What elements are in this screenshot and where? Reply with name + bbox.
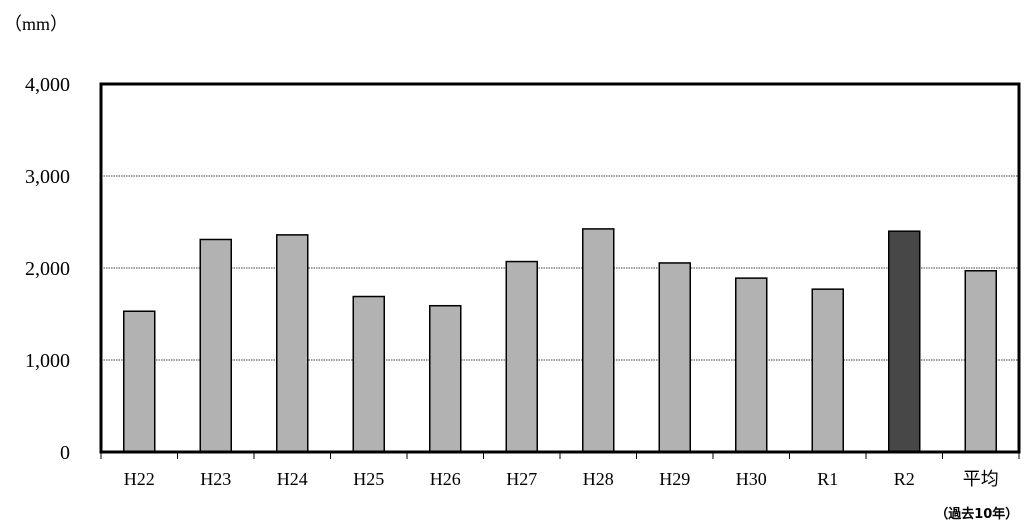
x-tick-label: H28 [583, 469, 614, 489]
x-tick-label: H29 [659, 469, 690, 489]
x-tick-label: H27 [506, 469, 537, 489]
x-tick-label: R1 [817, 469, 838, 489]
bar-H29 [658, 262, 691, 453]
bar-H24 [276, 234, 309, 453]
bar-H23 [199, 238, 232, 453]
bar-H25 [352, 295, 385, 453]
y-tick-label: 0 [60, 442, 70, 464]
x-tick-label: H24 [277, 469, 308, 489]
x-tick-label: H26 [430, 469, 461, 489]
y-tick-label: 2,000 [25, 258, 70, 280]
x-axis-tick-labels: H22 H23 H24 H25 H26 H27 H28 H29 H30 R1 R2 平均 [124, 469, 999, 489]
y-unit-label: （mm） [4, 14, 68, 34]
x-tick-label: H30 [736, 469, 767, 489]
y-tick-label: 4,000 [25, 74, 70, 96]
y-axis-tick-labels: 0 1,000 2,000 3,000 4,000 [25, 74, 70, 464]
bar-平均 [964, 270, 997, 453]
bar-H22 [123, 310, 156, 453]
bars [123, 228, 997, 453]
bar-H28 [582, 228, 615, 453]
bar-H30 [735, 277, 768, 453]
gridlines [101, 175, 1019, 361]
y-tick-label: 3,000 [25, 166, 70, 188]
bar-H26 [429, 304, 462, 453]
bar-R1 [811, 288, 844, 453]
y-tick-label: 1,000 [25, 350, 70, 372]
x-tick-label: H25 [353, 469, 384, 489]
x-tick-label: H22 [124, 469, 155, 489]
x-tick-label: R2 [894, 469, 915, 489]
x-axis-ticks [100, 452, 1020, 459]
x-tick-label: H23 [200, 469, 231, 489]
average-note-label: （過去10年） [935, 506, 1018, 522]
bar-R2 [888, 230, 921, 453]
x-tick-label: 平均 [963, 469, 999, 489]
bar-H27 [505, 260, 538, 453]
